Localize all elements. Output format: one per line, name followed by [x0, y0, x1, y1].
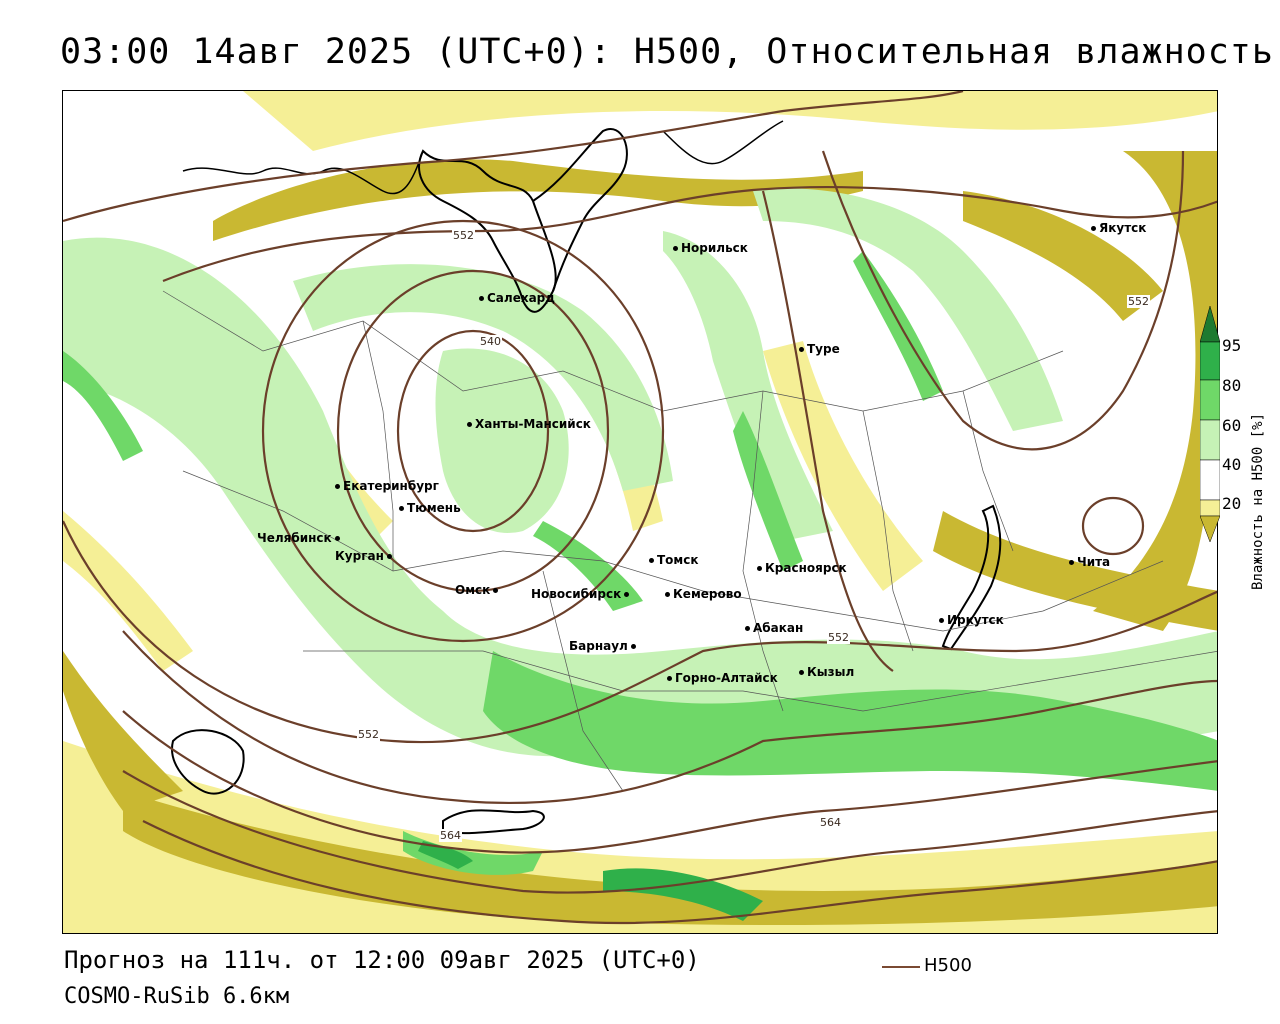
city-marker-icon: [745, 626, 750, 631]
humidity-colorbar: [1200, 306, 1220, 542]
contour-label: 552: [827, 631, 850, 644]
forecast-info: Прогноз на 111ч. от 12:00 09авг 2025 (UT…: [64, 946, 700, 974]
city-marker-icon: [399, 506, 404, 511]
city-krasnoyarsk[interactable]: Красноярск: [757, 561, 847, 575]
humidity-field: [63, 91, 1217, 933]
city-irkutsk[interactable]: Иркутск: [939, 613, 1004, 627]
city-barnaul[interactable]: Барнаул: [569, 639, 639, 653]
city-marker-icon: [630, 644, 636, 649]
city-kurgan[interactable]: Курган: [335, 549, 395, 563]
contour-label: 540: [479, 335, 502, 348]
city-chita[interactable]: Чита: [1069, 555, 1110, 569]
colorbar-tick: 40: [1222, 455, 1242, 474]
city-marker-icon: [673, 246, 678, 251]
city-tyumen[interactable]: Тюмень: [399, 501, 461, 515]
city-gorno-altaysk[interactable]: Горно-Алтайск: [667, 671, 778, 685]
city-kemerovo[interactable]: Кемерово: [665, 587, 742, 601]
contour-label: 564: [439, 829, 462, 842]
city-marker-icon: [665, 592, 670, 597]
contour-label: 564: [819, 816, 842, 829]
city-marker-icon: [1069, 560, 1074, 565]
city-marker-icon: [757, 566, 762, 571]
city-marker-icon: [386, 554, 392, 559]
city-khanty-mansiysk[interactable]: Ханты-Мансийск: [467, 417, 591, 431]
city-yakutsk[interactable]: Якутск: [1091, 221, 1146, 235]
city-kyzyl[interactable]: Кызыл: [799, 665, 854, 679]
map-title: 03:00 14авг 2025 (UTC+0): H500, Относите…: [60, 32, 1274, 72]
city-yekaterinburg[interactable]: Екатеринбург: [335, 479, 439, 493]
city-marker-icon: [334, 536, 340, 541]
city-salekhard[interactable]: Салехард: [479, 291, 555, 305]
h500-line-legend-icon: [882, 966, 920, 968]
colorbar-label: Влажность на H500 [%]: [1250, 412, 1266, 590]
city-marker-icon: [799, 347, 804, 352]
city-tomsk[interactable]: Томск: [649, 553, 699, 567]
h500-legend-label: H500: [924, 955, 972, 976]
city-marker-icon: [493, 588, 499, 593]
contour-label: 552: [357, 728, 380, 741]
colorbar-tick: 80: [1222, 376, 1242, 395]
city-abakan[interactable]: Абакан: [745, 621, 803, 635]
model-name: COSMO-RuSib 6.6км: [64, 984, 290, 1009]
city-novosibirsk[interactable]: Новосибирск: [531, 587, 632, 601]
city-marker-icon: [1091, 226, 1096, 231]
city-chelyabinsk[interactable]: Челябинск: [257, 531, 343, 545]
colorbar-tick: 60: [1222, 416, 1242, 435]
city-marker-icon: [479, 296, 484, 301]
city-marker-icon: [467, 422, 472, 427]
city-norilsk[interactable]: Норильск: [673, 241, 748, 255]
city-marker-icon: [667, 676, 672, 681]
city-tura[interactable]: Туре: [799, 342, 840, 356]
colorbar-tick: 95: [1222, 336, 1242, 355]
city-marker-icon: [624, 592, 630, 597]
contour-label: 552: [452, 229, 475, 242]
city-marker-icon: [649, 558, 654, 563]
colorbar-tick: 20: [1222, 494, 1242, 513]
contour-label: 552: [1127, 295, 1150, 308]
city-marker-icon: [335, 484, 340, 489]
weather-map[interactable]: 552 540 552 552 552 564 564 Норильск Яку…: [62, 90, 1218, 934]
city-omsk[interactable]: Омск: [455, 583, 501, 597]
city-marker-icon: [799, 670, 804, 675]
city-marker-icon: [939, 618, 944, 623]
